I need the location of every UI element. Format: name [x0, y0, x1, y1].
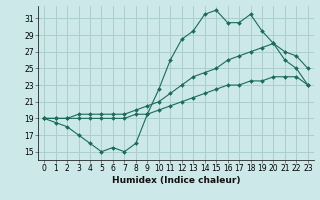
X-axis label: Humidex (Indice chaleur): Humidex (Indice chaleur) — [112, 176, 240, 185]
